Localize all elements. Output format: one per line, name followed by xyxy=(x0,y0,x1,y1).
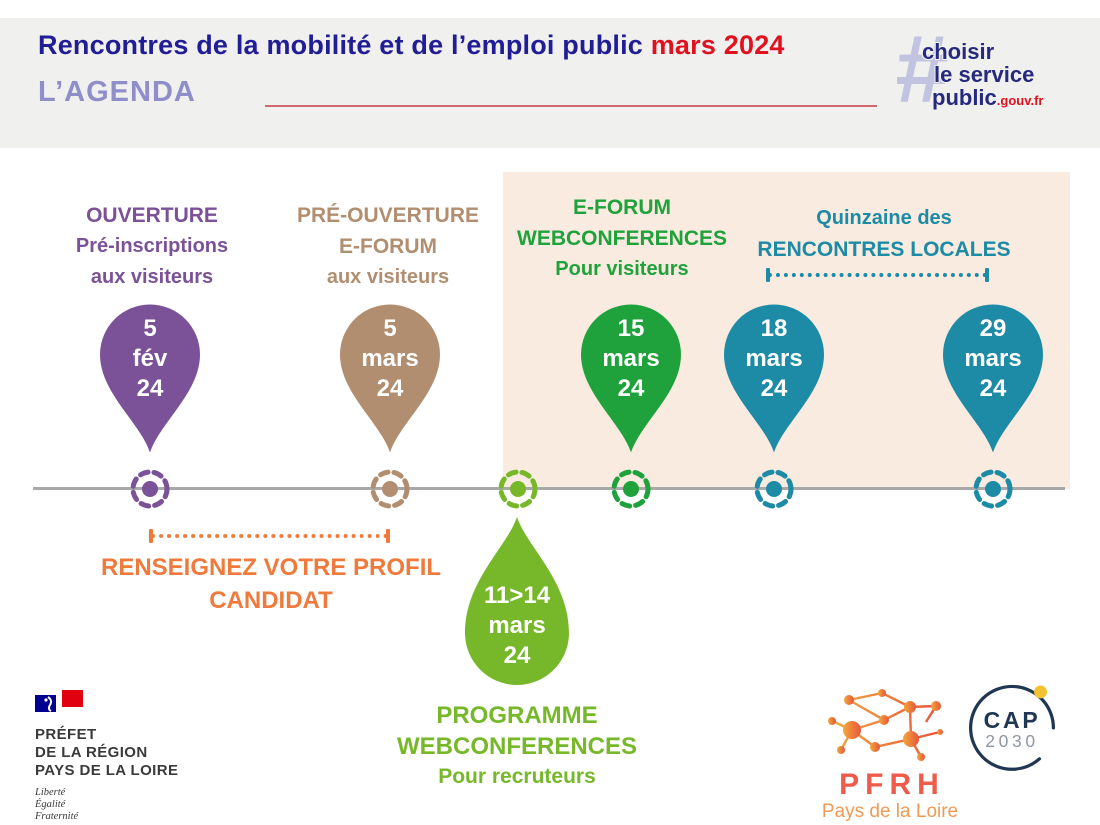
pin-18-mars-24: 18 mars 24 xyxy=(724,300,824,457)
pin-date: 15 mars 24 xyxy=(602,315,660,402)
title-main: Rencontres de la mobilité et de l’emploi… xyxy=(38,30,644,60)
cap-2030-badge: CAP 2030 xyxy=(968,684,1056,771)
pfrh-region: Pays de la Loire xyxy=(821,801,959,822)
pfrh-acronym: PFRH xyxy=(839,768,945,801)
timeline-marker-pre-ouverture xyxy=(370,469,410,509)
candidat-range-bracket xyxy=(149,529,390,543)
drop-date: 11>14 mars 24 xyxy=(483,582,551,669)
pin-date: 5 mars 24 xyxy=(361,315,419,402)
pin-shape xyxy=(100,304,200,453)
pfrh-logo: PFRH Pays de la Loire xyxy=(818,676,962,823)
page-subtitle: L’AGENDA xyxy=(38,76,196,108)
pin-29-mars-24: 29 mars 24 xyxy=(943,300,1043,457)
pfrh-network-icon xyxy=(828,689,943,761)
recruteurs-label: PROGRAMME WEBCONFERENCES Pour recruteurs xyxy=(396,702,638,788)
prefet-region-logo: PRÉFET DE LA RÉGION PAYS DE LA LOIRE Lib… xyxy=(35,688,178,823)
pin-date: 29 mars 24 xyxy=(964,315,1022,402)
timeline-marker-webconferences-recruteurs xyxy=(498,469,538,509)
timeline-marker-ouverture xyxy=(130,469,170,509)
csp-logo-line: public.gouv.fr xyxy=(932,85,1044,110)
timeline-marker-eforum xyxy=(611,469,651,509)
pin-shape xyxy=(724,304,824,453)
header-band xyxy=(0,18,1100,148)
timeline-marker-locales-debut xyxy=(754,469,794,509)
pin-date: 5 fév 24 xyxy=(132,315,168,402)
csp-logo-line: choisir xyxy=(922,39,995,64)
french-flag-icon xyxy=(35,690,83,712)
pin-date: 18 mars 24 xyxy=(745,315,803,402)
cap-year: 2030 xyxy=(985,731,1039,751)
pin-shape xyxy=(340,304,440,453)
prefet-motto: Liberté Égalité Fraternité xyxy=(35,787,79,822)
drop-shape xyxy=(465,517,569,685)
pin-shape xyxy=(943,304,1043,453)
milestone-label-quinzaine: Quinzaine des RENCONTRES LOCALES xyxy=(757,207,1011,261)
milestone-label-ouverture: OUVERTURE Pré-inscriptions aux visiteurs xyxy=(75,204,229,288)
choisir-le-service-public-logo: # choisir le service public.gouv.fr xyxy=(890,20,1070,130)
prefet-logo-text: PRÉFET DE LA RÉGION PAYS DE LA LOIRE xyxy=(35,726,179,779)
pin-shape xyxy=(581,304,681,453)
title-highlight: mars 2024 xyxy=(643,30,785,60)
title-underline xyxy=(265,105,877,107)
drop-11-14-mars-24: 11>14 mars 24 xyxy=(465,517,569,685)
hash-icon: # xyxy=(894,16,948,123)
pin-5-mars-24: 5 mars 24 xyxy=(340,300,440,457)
csp-logo-line: le service xyxy=(934,62,1035,87)
pin-15-mars-24: 15 mars 24 xyxy=(581,300,681,457)
pin-5-fev-24: 5 fév 24 xyxy=(100,300,200,457)
csp-logo-suffix: .gouv.fr xyxy=(996,93,1044,108)
cap-2030-logo: CAP 2030 xyxy=(966,680,1058,772)
milestone-label-pre-ouverture: PRÉ-OUVERTURE E-FORUM aux visiteurs xyxy=(296,204,480,288)
candidat-label: RENSEIGNEZ VOTRE PROFIL CANDIDAT xyxy=(100,554,442,614)
timeline-marker-locales-fin xyxy=(973,469,1013,509)
page-title: Rencontres de la mobilité et de l’emploi… xyxy=(38,30,785,61)
quinzaine-range-bracket xyxy=(766,268,989,282)
csp-logo-text: choisir le service public.gouv.fr xyxy=(922,40,1043,112)
milestone-label-eforum-webconferences: E-FORUM WEBCONFERENCES Pour visiteurs xyxy=(516,196,728,280)
cap-text: CAP xyxy=(984,707,1041,733)
timeline-axis xyxy=(33,487,1065,490)
